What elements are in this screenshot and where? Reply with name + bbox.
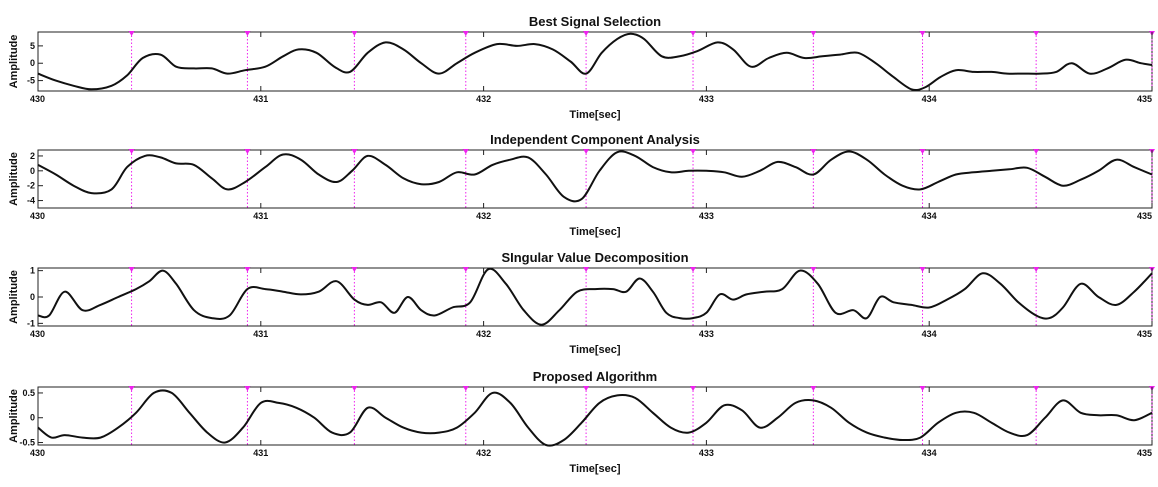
peak-marker [810, 386, 817, 391]
y-tick-label: 0 [30, 413, 35, 423]
peak-marker [690, 149, 697, 154]
y-axis-label: Amplitude [8, 152, 20, 206]
peak-marker [462, 149, 469, 154]
chart-title: Best Signal Selection [529, 14, 661, 29]
peak-marker [1033, 149, 1040, 154]
peak-marker [244, 267, 251, 272]
peak-marker [919, 149, 926, 154]
x-tick-label: 430 [30, 211, 45, 221]
y-tick-label: -0.5 [19, 438, 35, 448]
y-tick-label: -2 [27, 181, 35, 191]
axes-box [37, 386, 1153, 446]
peak-marker [244, 149, 251, 154]
x-tick-label: 435 [1137, 94, 1152, 104]
peak-marker [462, 267, 469, 272]
x-tick-label: 435 [1137, 211, 1152, 221]
x-tick-label: 434 [922, 329, 937, 339]
peak-marker [1033, 31, 1040, 36]
x-tick-label: 432 [476, 329, 491, 339]
y-axis-label: Amplitude [8, 389, 20, 443]
peak-marker [128, 267, 135, 272]
x-tick-label: 431 [253, 94, 268, 104]
peak-marker [244, 31, 251, 36]
peak-marker [690, 386, 697, 391]
peak-marker [244, 386, 251, 391]
peak-marker [583, 267, 590, 272]
y-tick-label: 0 [30, 292, 35, 302]
series-line [37, 150, 1153, 203]
peak-marker [810, 267, 817, 272]
y-tick-label: -4 [27, 196, 35, 206]
peak-marker [351, 386, 358, 391]
peak-marker [690, 31, 697, 36]
y-tick-label: 1 [30, 266, 35, 276]
x-axis-label: Time[sec] [569, 109, 620, 121]
x-tick-label: 432 [476, 211, 491, 221]
peak-marker [919, 31, 926, 36]
series-line [37, 267, 1153, 326]
x-tick-label: 431 [253, 329, 268, 339]
x-tick-label: 433 [699, 94, 714, 104]
panel-3: SIngular Value Decomposition 430 431 432 433… [8, 250, 1155, 356]
chart-title: Proposed Algorithm [533, 369, 657, 384]
y-axis-label: Amplitude [8, 270, 20, 324]
peak-marker [351, 31, 358, 36]
peak-marker [128, 31, 135, 36]
y-tick-label: 2 [30, 151, 35, 161]
x-tick-label: 433 [699, 448, 714, 458]
peak-marker [462, 386, 469, 391]
peak-marker [128, 149, 135, 154]
panel-2: Independent Component Analysis 430 431 432 4… [8, 132, 1155, 238]
peak-marker [810, 149, 817, 154]
panel-4: Proposed Algorithm 430 431 432 433 434 435 -0.5… [8, 369, 1155, 475]
x-tick-label: 431 [253, 448, 268, 458]
x-tick-label: 433 [699, 329, 714, 339]
peak-marker [583, 149, 590, 154]
chart-title: SIngular Value Decomposition [501, 250, 688, 265]
x-axis-label: Time[sec] [569, 344, 620, 356]
y-tick-label: -1 [27, 318, 35, 328]
peak-marker [1033, 386, 1040, 391]
peak-marker [810, 31, 817, 36]
x-tick-label: 435 [1137, 448, 1152, 458]
peak-marker [583, 31, 590, 36]
x-tick-label: 430 [30, 448, 45, 458]
peak-marker [583, 386, 590, 391]
y-tick-label: 0 [30, 58, 35, 68]
x-tick-label: 430 [30, 94, 45, 104]
peak-marker [919, 267, 926, 272]
peak-marker [690, 267, 697, 272]
x-tick-label: 435 [1137, 329, 1152, 339]
x-tick-label: 430 [30, 329, 45, 339]
x-tick-label: 434 [922, 211, 937, 221]
series-line [37, 32, 1153, 92]
x-tick-label: 433 [699, 211, 714, 221]
peak-marker [919, 386, 926, 391]
peak-marker [462, 31, 469, 36]
y-tick-label: -5 [27, 76, 35, 86]
x-tick-label: 434 [922, 448, 937, 458]
y-tick-label: 0 [30, 166, 35, 176]
chart-title: Independent Component Analysis [490, 132, 700, 147]
x-tick-label: 434 [922, 94, 937, 104]
x-tick-label: 432 [476, 448, 491, 458]
y-tick-label: 5 [30, 41, 35, 51]
panel-1: Best Signal Selection 430 431 432 433 434 435 -… [8, 14, 1155, 121]
peak-marker [351, 149, 358, 154]
x-tick-label: 431 [253, 211, 268, 221]
peak-marker [1033, 267, 1040, 272]
peak-marker [128, 386, 135, 391]
peak-marker [351, 267, 358, 272]
x-tick-label: 432 [476, 94, 491, 104]
y-tick-label: 0.5 [22, 388, 35, 398]
x-axis-label: Time[sec] [569, 463, 620, 475]
y-axis-label: Amplitude [8, 35, 20, 89]
series-line [37, 389, 1153, 447]
x-axis-label: Time[sec] [569, 226, 620, 238]
